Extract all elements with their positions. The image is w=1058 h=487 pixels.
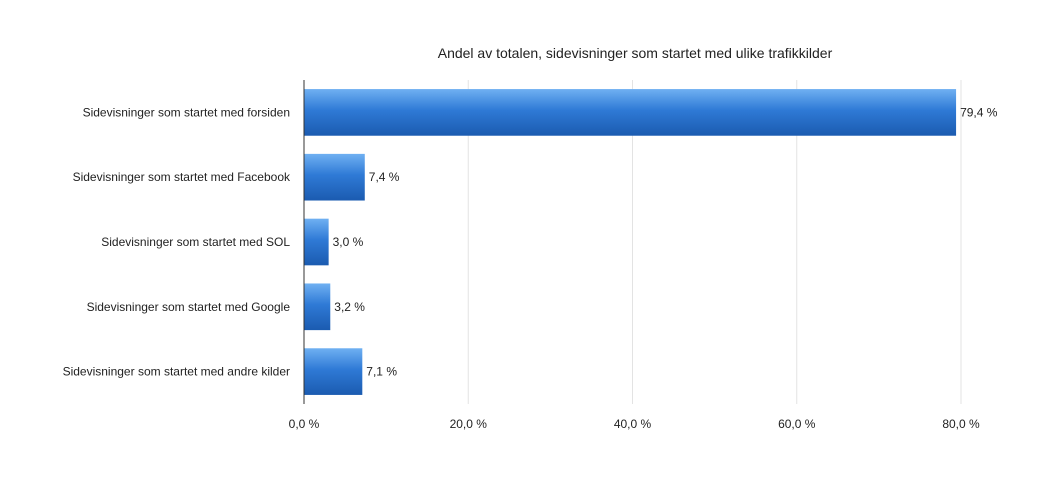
bar (304, 283, 331, 331)
x-tick-label: 80,0 % (942, 417, 980, 431)
x-tick-label: 40,0 % (614, 417, 652, 431)
category-label: Sidevisninger som startet med SOL (101, 235, 290, 249)
category-label: Sidevisninger som startet med Facebook (73, 170, 291, 184)
category-label: Sidevisninger som startet med andre kild… (63, 365, 290, 379)
x-tick-label: 60,0 % (778, 417, 816, 431)
bar (304, 153, 365, 201)
x-tick-label: 0,0 % (289, 417, 320, 431)
bar (304, 348, 363, 395)
data-label: 79,4 % (960, 105, 998, 119)
category-label: Sidevisninger som startet med Google (87, 300, 291, 314)
category-labels: Sidevisninger som startet med forsiden Si… (63, 105, 291, 378)
bar (304, 218, 329, 266)
bars: 79,4 % 7,4 % 3,0 % 3,2 % 7,1 % (304, 89, 998, 395)
data-label: 7,1 % (366, 365, 397, 379)
x-tick-label: 20,0 % (450, 417, 488, 431)
data-label: 3,0 % (333, 235, 364, 249)
x-axis-ticks: 0,0 % 20,0 % 40,0 % 60,0 % 80,0 % (289, 417, 980, 431)
data-label: 3,2 % (334, 300, 365, 314)
category-label: Sidevisninger som startet med forsiden (83, 105, 290, 119)
chart-title: Andel av totalen, sidevisninger som star… (437, 45, 833, 61)
data-label: 7,4 % (369, 170, 400, 184)
bar (304, 89, 957, 136)
